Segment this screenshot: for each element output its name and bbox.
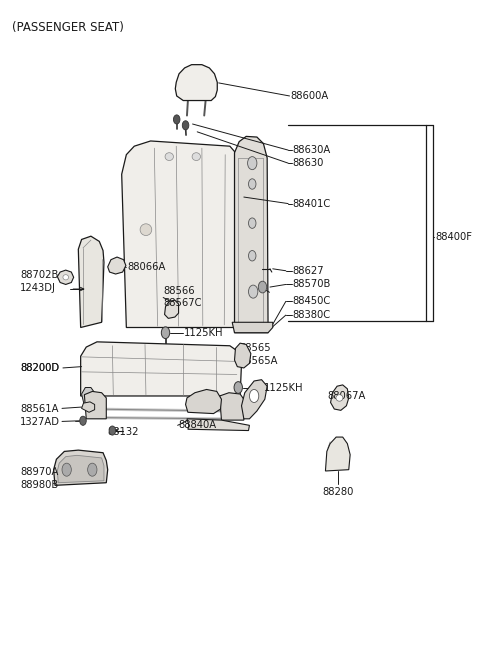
Text: 88840A: 88840A [179,421,216,430]
Text: 88627: 88627 [293,266,324,276]
Ellipse shape [63,274,69,280]
Polygon shape [54,450,108,485]
Polygon shape [57,455,104,483]
Ellipse shape [165,153,173,160]
Polygon shape [187,419,250,430]
Polygon shape [81,342,241,396]
Text: 88200D: 88200D [20,363,59,373]
Text: 88280: 88280 [323,487,354,497]
Text: 88132: 88132 [108,427,139,437]
Text: 88380C: 88380C [293,310,331,320]
Circle shape [249,218,256,229]
Circle shape [161,327,170,339]
Circle shape [62,463,72,476]
Text: 1125KH: 1125KH [264,383,303,392]
Ellipse shape [140,224,152,236]
Polygon shape [175,65,217,100]
Text: 88400F: 88400F [435,233,472,242]
Text: 1125KH: 1125KH [184,328,224,338]
Text: 88980B: 88980B [20,480,58,491]
Text: 1243DJ: 1243DJ [20,284,56,293]
Polygon shape [57,270,73,284]
Polygon shape [219,393,245,420]
Circle shape [250,390,259,403]
Polygon shape [241,380,267,419]
Polygon shape [235,343,251,368]
Polygon shape [122,141,241,328]
Polygon shape [108,257,126,274]
Text: 88630: 88630 [293,158,324,168]
Polygon shape [186,390,221,413]
Text: 88630A: 88630A [293,145,331,155]
Circle shape [109,426,116,435]
Circle shape [258,281,267,293]
Text: 88066A: 88066A [127,263,166,272]
Circle shape [249,251,256,261]
Circle shape [173,115,180,124]
Polygon shape [165,300,179,318]
Ellipse shape [336,395,343,402]
Polygon shape [325,437,350,471]
Text: 88702B: 88702B [20,271,59,280]
Text: 88566: 88566 [164,286,195,296]
Text: 88567C: 88567C [164,299,202,309]
Text: 88200D: 88200D [20,363,59,373]
Text: 88067A: 88067A [328,391,366,401]
Circle shape [249,285,258,298]
Text: 88570B: 88570B [293,280,331,290]
Circle shape [80,416,86,425]
Circle shape [249,179,256,189]
Polygon shape [235,136,268,333]
Text: (PASSENGER SEAT): (PASSENGER SEAT) [12,21,123,34]
Text: 88970A: 88970A [20,467,59,477]
Text: 88565: 88565 [239,343,271,353]
Text: 88561A: 88561A [20,404,59,414]
Polygon shape [82,402,95,412]
Text: 88450C: 88450C [293,297,331,307]
Text: 88600A: 88600A [290,91,329,101]
Polygon shape [78,236,104,328]
Text: 88565A: 88565A [239,356,278,365]
Circle shape [88,463,97,476]
Polygon shape [82,388,95,405]
Polygon shape [232,322,273,333]
Circle shape [248,157,257,170]
Text: 1327AD: 1327AD [20,417,60,427]
Text: 88401C: 88401C [293,198,331,208]
Circle shape [182,121,189,130]
Polygon shape [331,385,349,410]
Circle shape [234,382,242,394]
Ellipse shape [192,153,201,160]
Polygon shape [84,392,106,419]
